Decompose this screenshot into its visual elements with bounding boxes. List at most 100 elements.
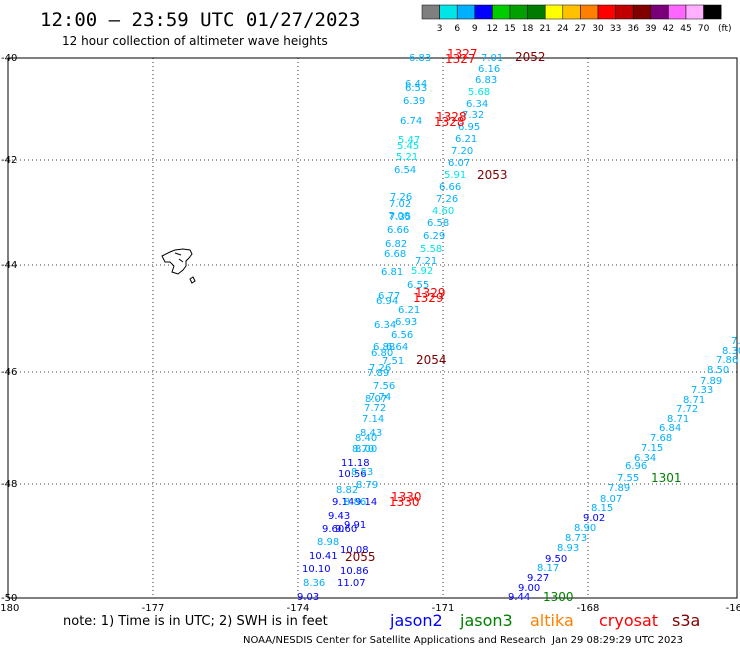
pass-number-label-echo: 1329: [415, 286, 446, 300]
wave-height-label: 9.50: [545, 554, 567, 565]
pass-number-label: 1329: [413, 291, 444, 305]
colorbar-swatch: [685, 4, 704, 20]
colorbar-swatch: [474, 4, 493, 20]
wave-height-label: 6.66: [387, 225, 409, 236]
wave-height-label: 8.30: [722, 346, 740, 357]
colorbar-swatch: [439, 4, 458, 20]
wave-height-label: 10.08: [340, 545, 369, 556]
island-landmass: [161, 248, 196, 284]
wave-height-label: 5.91: [444, 170, 466, 181]
wave-height-label: 7.00: [731, 336, 740, 347]
y-tick-label: -50: [1, 593, 17, 604]
wave-height-label: 6.07: [448, 158, 470, 169]
wave-height-label: 6.34: [634, 453, 656, 464]
map-grid: -180 -177 -174 -171 -168 -165 -40 -42 -44 -46 -48 -…: [0, 53, 740, 614]
wave-height-label: 6.56: [391, 330, 413, 341]
wave-height-label: 7.21: [415, 256, 437, 267]
colorbar-label: 33: [610, 24, 621, 34]
pass-number-label: 1327: [445, 52, 476, 66]
colorbar-swatch: [703, 4, 722, 20]
wave-height-label: 6.66: [439, 182, 461, 193]
colorbar-label: 39: [645, 24, 657, 34]
wave-height-label: 7.15: [641, 443, 663, 454]
pass-number-label: 2052: [515, 50, 546, 64]
wave-height-label: 9.43: [328, 511, 350, 522]
wave-height-label: 8.00: [355, 444, 377, 455]
wave-height-label: 6.84: [659, 423, 681, 434]
wave-height-label: 8.17: [537, 563, 559, 574]
y-tick-label: -44: [1, 260, 17, 271]
wave-height-label: 8.71: [667, 414, 689, 425]
colorbar-swatch: [580, 4, 599, 20]
wave-height-label: 6.77: [378, 291, 400, 302]
wave-height-label: 7.26: [436, 194, 458, 205]
map-title: 12:00 — 23:59 UTC 01/27/2023: [40, 9, 360, 31]
colorbar-label: 21: [539, 24, 550, 34]
colorbar-label: 9: [472, 24, 478, 34]
wave-height-label: 7.51: [382, 356, 404, 367]
credit-text: NOAA/NESDIS Center for Satellite Applica…: [243, 635, 546, 646]
pass-number-label: 1301: [651, 471, 682, 485]
wave-height-label: 6.44: [405, 79, 427, 90]
colorbar-label: 3: [437, 24, 443, 34]
wave-height-label: 7.14: [362, 414, 384, 425]
satellite-legend-altika: altika: [530, 611, 574, 630]
wave-height-label: 10.56: [338, 469, 367, 480]
wave-height-label: 5.45: [397, 141, 419, 152]
footer-note: note: 1) Time is in UTC; 2) SWH is in fe…: [63, 614, 328, 629]
wave-height-label: 4.60: [432, 206, 454, 217]
wave-height-readings: 6.83 7.016.166.836.446.53 5.686.39 6.347.32…: [297, 53, 740, 603]
wave-height-label: 6.39: [403, 96, 425, 107]
wave-height-label: 9.60: [335, 524, 357, 535]
wave-height-label: 6.58: [427, 218, 449, 229]
y-tick-label: -42: [1, 155, 17, 166]
wave-height-label: 9.14: [332, 497, 354, 508]
wave-height-label: 6.83: [475, 75, 497, 86]
wave-height-label: 7.01: [481, 53, 503, 64]
wave-height-label: 6.64: [386, 342, 408, 353]
wave-height-label: 9.44: [508, 592, 530, 603]
wave-height-label: 7.26: [390, 192, 412, 203]
colorbar-label: 6: [454, 24, 460, 34]
wave-height-label: 8.73: [565, 533, 587, 544]
colorbar-unit: (ft): [718, 24, 732, 34]
colorbar-legend: 3 6 9 12 15 18 21 24 27 30 33 36 39 42 45 70 (ft): [421, 4, 732, 34]
colorbar-label: 36: [627, 24, 639, 34]
colorbar-label: 15: [504, 24, 515, 34]
wave-height-label: 6.21: [398, 305, 420, 316]
wave-height-label: 6.34: [374, 320, 396, 331]
wave-height-label: 8.36: [303, 578, 325, 589]
colorbar-label: 42: [663, 24, 674, 34]
wave-height-label: 7.74: [369, 392, 391, 403]
pass-number-label: 2055: [345, 550, 376, 564]
wave-height-label: 5.21: [396, 152, 418, 163]
wave-height-label: 5.58: [420, 244, 442, 255]
colorbar-label: 70: [698, 24, 710, 34]
pass-number-label: 1328: [434, 115, 465, 129]
colorbar-swatch: [421, 4, 440, 20]
wave-height-label: 6.93: [395, 317, 417, 328]
pass-number-label-echo: 1330: [391, 490, 422, 504]
wave-height-label: 9.60: [322, 524, 344, 535]
wave-height-label: 6.88: [373, 342, 395, 353]
x-tick-label: -180: [0, 603, 19, 614]
wave-height-label: 8.98: [317, 537, 339, 548]
colorbar-label: 12: [487, 24, 498, 34]
colorbar-swatch: [492, 4, 511, 20]
satellite-legend: jason2 jason3 altika cryosat s3a: [389, 611, 700, 630]
satellite-legend-jason2: jason2: [389, 611, 443, 630]
wave-height-label: 6.54: [394, 165, 416, 176]
y-tick-label: -48: [1, 479, 17, 490]
wave-height-label: 10.10: [302, 564, 331, 575]
wave-height-label: 10.86: [340, 566, 369, 577]
wave-height-label: 8.71: [683, 395, 705, 406]
wave-height-label: 8.93: [557, 543, 579, 554]
wave-height-label: 8.90: [574, 523, 596, 534]
wave-height-label: 9.02: [583, 513, 605, 524]
wave-height-label: 5.68: [468, 87, 490, 98]
colorbar-label: 27: [575, 24, 586, 34]
y-tick-label: -46: [1, 367, 17, 378]
wave-height-label: 6.34: [466, 99, 488, 110]
wave-height-label: 8.79: [356, 480, 378, 491]
wave-height-label: 7.89: [608, 483, 630, 494]
